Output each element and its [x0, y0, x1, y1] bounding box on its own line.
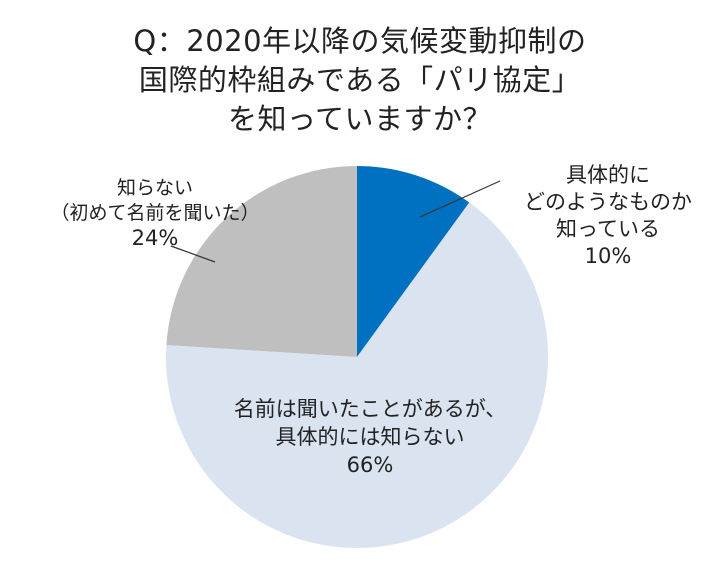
- label-heard-pct: 66%: [346, 453, 394, 477]
- leader-line-unknown: [170, 245, 216, 263]
- chart-title: Q：2020年以降の気候変動抑制の 国際的枠組みである「パリ協定」 を知っていま…: [0, 22, 720, 139]
- slice-know: [357, 166, 470, 357]
- label-know-line-1: 具体的に: [566, 163, 650, 187]
- data-label-know: 具体的に どのようなものか 知っている 10%: [508, 162, 708, 270]
- title-line-3: を知っていますか？: [227, 102, 493, 136]
- label-know-line-3: 知っている: [556, 217, 660, 241]
- label-know-pct: 10%: [584, 244, 632, 268]
- data-label-unknown: 知らない （初めて名前を聞いた） 24%: [30, 176, 280, 251]
- leader-line-know: [419, 180, 501, 218]
- slice-unknown: [166, 166, 357, 357]
- slice-heard: [166, 202, 549, 549]
- label-know-line-2: どのようなものか: [524, 190, 692, 214]
- label-heard-line-1: 名前は聞いたことがあるが、: [233, 397, 507, 421]
- title-line-1: Q：2020年以降の気候変動抑制の: [133, 24, 587, 58]
- label-unknown-line-2: （初めて名前を聞いた）: [50, 202, 260, 224]
- label-unknown-pct: 24%: [131, 226, 179, 250]
- label-unknown-line-1: 知らない: [116, 177, 193, 199]
- label-heard-line-2: 具体的には知らない: [275, 425, 465, 449]
- title-line-2: 国際的枠組みである「パリ協定」: [138, 63, 582, 97]
- data-label-heard: 名前は聞いたことがあるが、 具体的には知らない 66%: [200, 395, 540, 479]
